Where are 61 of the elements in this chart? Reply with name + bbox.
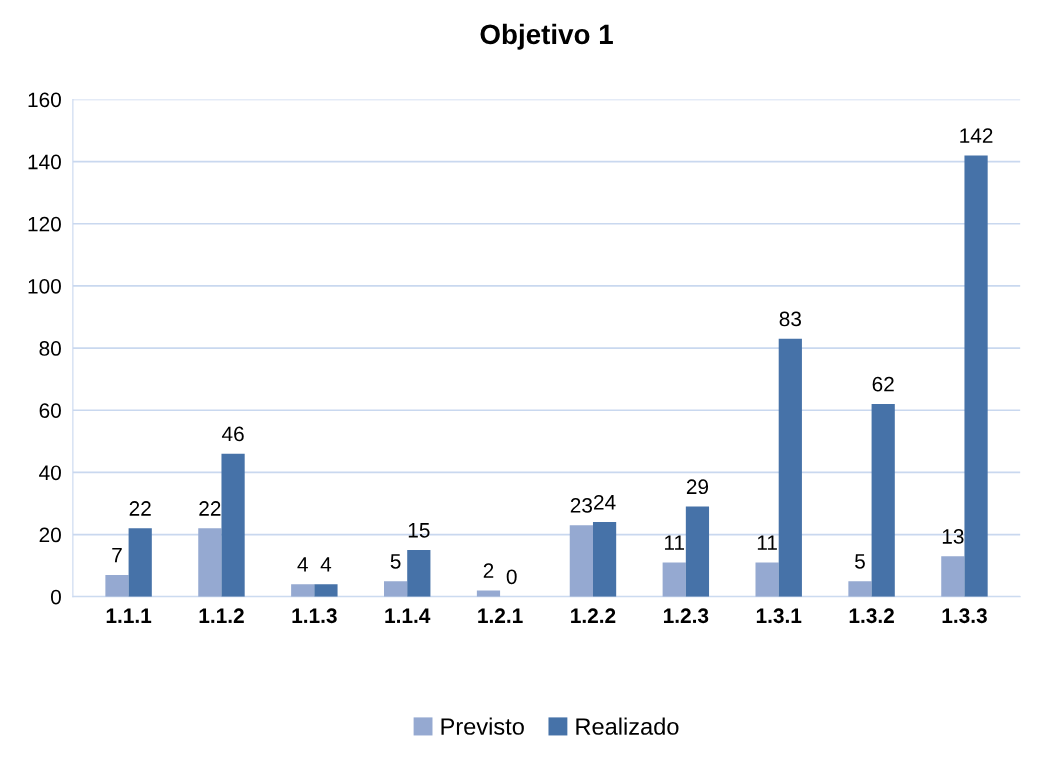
bar [685,506,710,597]
y-tick-label: 80 [39,341,61,356]
x-tick-label: 1.2.1 [478,608,523,623]
bar [407,550,431,597]
y-tick-label: 120 [28,216,61,232]
bar [941,556,965,597]
y-tick-label: 40 [39,465,61,481]
data-label: 23 [570,498,593,513]
data-label: 2 [483,563,494,578]
y-tick-label: 100 [28,278,61,294]
y-tick-label: 140 [28,154,61,170]
legend-label: Previsto [441,717,524,735]
bar [569,525,593,597]
bar [291,584,315,597]
data-label: 4 [320,557,332,572]
bar [476,590,501,597]
bar [314,584,338,597]
bar [384,581,408,597]
x-tick-label: 1.3.1 [756,608,802,624]
data-label: 5 [390,554,401,569]
data-label: 7 [112,547,122,563]
data-label: 24 [594,494,616,510]
bar [662,562,686,597]
data-label: 142 [960,128,993,143]
y-tick-label: 60 [39,403,61,418]
y-tick-label: 160 [28,92,61,108]
data-label: 22 [129,501,151,516]
data-label: 29 [686,479,709,495]
x-tick-label: 1.1.4 [385,608,431,623]
bar [592,522,617,597]
bar [128,528,152,597]
data-label: 62 [872,376,894,392]
bar [221,453,245,597]
data-label: 13 [942,529,964,544]
x-tick-label: 1.1.1 [106,608,152,623]
data-label: 4 [297,557,308,572]
x-tick-label: 1.1.2 [199,608,244,623]
bar [964,155,988,597]
x-tick-label: 1.2.3 [663,608,709,624]
data-label: 11 [665,535,685,550]
bar [198,528,222,597]
chart-title: Objetivo 1 [480,23,613,50]
data-label: 5 [855,554,865,569]
data-label: 46 [221,426,244,442]
data-label: 83 [779,311,801,327]
y-tick-label: 0 [50,589,61,605]
data-label: 0 [506,569,517,585]
data-label: 11 [757,535,777,550]
data-label: 15 [408,523,430,538]
y-tick-label: 20 [39,527,61,543]
bar [755,562,779,597]
data-label: 22 [199,501,221,516]
bar [778,338,802,597]
x-tick-label: 1.3.2 [849,608,894,624]
x-tick-label: 1.3.3 [942,608,987,624]
bar [848,581,872,597]
x-tick-label: 1.2.2 [571,608,616,623]
legend-label: Realizado [576,717,679,735]
bar [871,404,895,597]
x-tick-label: 1.1.3 [292,608,337,624]
bar [105,574,129,597]
